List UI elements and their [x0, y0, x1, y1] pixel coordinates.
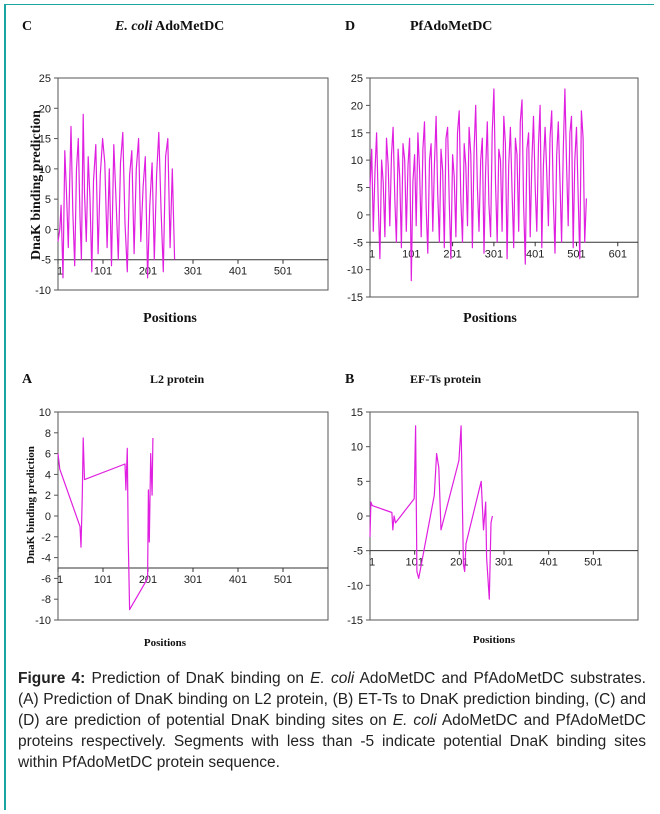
- y-tick-label-b: -10: [347, 580, 363, 592]
- x-tick-label-a: 501: [274, 574, 292, 586]
- y-tick-label-c: 20: [39, 103, 51, 115]
- y-tick-label-a: 8: [45, 428, 51, 440]
- y-tick-label-c: 10: [39, 164, 51, 176]
- x-tick-label-b: 101: [405, 557, 423, 569]
- y-tick-label-b: 10: [351, 442, 363, 454]
- xlabel-b: Positions: [473, 634, 516, 646]
- caption-text-1: Prediction of DnaK binding on: [85, 670, 311, 687]
- y-tick-label-a: 10: [39, 407, 51, 419]
- x-tick-label-b: 1: [369, 557, 375, 569]
- ylabel-a: DnaK binding prediction: [25, 446, 37, 564]
- y-tick-label-a: 0: [45, 511, 51, 523]
- x-tick-label-b: 401: [539, 557, 557, 569]
- x-tick-label-d: 201: [443, 248, 461, 260]
- caption-italic-1: E. coli: [310, 670, 355, 687]
- caption-italic-2: E. coli: [392, 712, 437, 729]
- x-tick-label-a: 401: [229, 574, 247, 586]
- x-tick-label-c: 301: [184, 266, 202, 278]
- caption-label: Figure 4:: [18, 670, 86, 687]
- plot-box-c: [57, 77, 329, 291]
- x-tick-label-c: 1: [57, 266, 63, 278]
- panel-title-d: PfAdoMetDC: [410, 19, 492, 34]
- y-tick-label-c: 25: [39, 73, 51, 85]
- y-tick-label-c: 0: [45, 224, 51, 236]
- y-tick-label-a: -10: [35, 615, 51, 627]
- panel-letter-c: C: [22, 19, 32, 34]
- series-line-b: [369, 425, 493, 600]
- x-tick-label-d: 1: [369, 248, 375, 260]
- y-tick-label-a: -2: [41, 532, 51, 544]
- x-tick-label-d: 601: [609, 248, 627, 260]
- panel-title-a: L2 protein: [150, 372, 204, 386]
- ylabel-c: DnaK binding prediction: [29, 110, 44, 260]
- y-tick-label-c: 5: [45, 194, 51, 206]
- y-tick-label-b: -15: [347, 615, 363, 627]
- panel-letter-a: A: [22, 372, 33, 387]
- x-tick-label-a: 1: [57, 574, 63, 586]
- y-tick-label-d: 0: [357, 210, 363, 222]
- y-tick-label-d: -5: [353, 237, 363, 249]
- figure-frame: [4, 4, 654, 810]
- y-tick-label-a: -4: [41, 553, 51, 565]
- y-tick-label-c: 15: [39, 134, 51, 146]
- panel-b: B EF-Ts protein Positions 15 10 5 0 -5 -10 -15…: [345, 372, 639, 646]
- y-tick-label-b: -5: [353, 546, 363, 558]
- y-tick-label-d: 15: [351, 128, 363, 140]
- x-tick-label-a: 201: [139, 574, 157, 586]
- y-tick-label-c: -10: [35, 285, 51, 297]
- x-tick-label-a: 301: [184, 574, 202, 586]
- x-tick-label-d: 301: [485, 248, 503, 260]
- y-tick-label-a: 6: [45, 449, 51, 461]
- y-tick-label-b: 0: [357, 511, 363, 523]
- panel-title-c-main: AdoMetDC: [155, 19, 224, 34]
- x-tick-label-b: 301: [495, 557, 513, 569]
- figure-panels: C E. coli AdoMetDC DnaK binding predicti…: [22, 19, 639, 649]
- series-line-d: [369, 88, 587, 282]
- x-tick-label-d: 501: [567, 248, 585, 260]
- x-tick-label-a: 101: [94, 574, 112, 586]
- plot-box-b: [369, 411, 639, 621]
- y-tick-label-b: 5: [357, 476, 363, 488]
- y-tick-label-d: -15: [347, 292, 363, 304]
- series-line-a: [57, 437, 154, 611]
- y-tick-label-b: 15: [351, 407, 363, 419]
- figure-caption: Figure 4: Prediction of DnaK binding on …: [18, 668, 646, 773]
- y-tick-label-a: 4: [45, 469, 51, 481]
- x-tick-label-c: 501: [274, 266, 292, 278]
- xlabel-c: Positions: [143, 311, 197, 326]
- xlabel-a: Positions: [144, 637, 187, 649]
- caption-text-2: AdoMetDC and PfAdoMetDC substrates. (A) …: [18, 670, 646, 729]
- y-tick-label-d: -10: [347, 265, 363, 277]
- panel-title-c: E. coli AdoMetDC: [114, 19, 224, 34]
- panel-title-b: EF-Ts protein: [410, 372, 481, 386]
- x-tick-label-c: 101: [94, 266, 112, 278]
- caption-text-3: AdoMetDC and PfAdoMetDC proteins respect…: [18, 712, 646, 771]
- y-tick-label-a: -8: [41, 594, 51, 606]
- y-tick-label-c: -5: [41, 255, 51, 267]
- y-tick-label-d: 5: [357, 183, 363, 195]
- y-tick-label-d: 20: [351, 100, 363, 112]
- y-tick-label-d: 25: [351, 73, 363, 85]
- y-tick-label-a: 2: [45, 490, 51, 502]
- plot-box-a: [57, 411, 329, 621]
- series-line-c: [57, 113, 176, 279]
- x-tick-label-c: 401: [229, 266, 247, 278]
- panel-c: C E. coli AdoMetDC DnaK binding predicti…: [22, 19, 329, 326]
- panel-letter-d: D: [345, 19, 355, 34]
- plot-area-a: 10 8 6 4 2 0 -2 -4 -6 -8 -10 1 101 201 301 401 501: [35, 407, 329, 627]
- x-tick-label-b: 501: [584, 557, 602, 569]
- x-tick-label-d: 401: [526, 248, 544, 260]
- panel-title-c-italic: E. coli: [114, 19, 152, 34]
- panel-d: D PfAdoMetDC Positions 25 20 15 10 5 0 -5 -10 -1…: [345, 19, 639, 326]
- y-tick-label-d: 10: [351, 155, 363, 167]
- panel-a: A L2 protein DnaK binding prediction Pos…: [22, 372, 329, 649]
- panel-letter-b: B: [345, 372, 354, 387]
- y-tick-label-a: -6: [41, 573, 51, 585]
- xlabel-d: Positions: [463, 311, 517, 326]
